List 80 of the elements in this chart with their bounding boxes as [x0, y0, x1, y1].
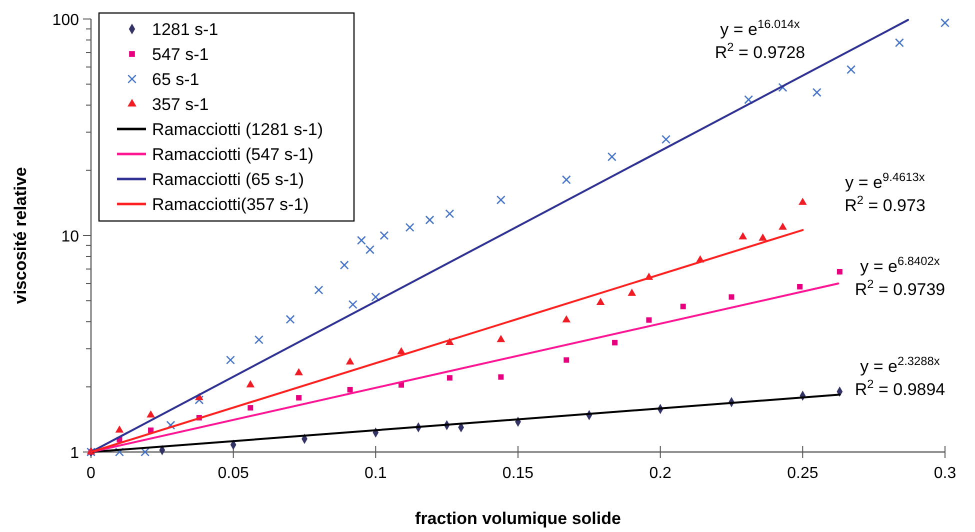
legend-label: Ramacciotti (547 s-1) — [152, 145, 314, 164]
point — [446, 375, 452, 381]
point — [346, 357, 354, 365]
y-tick-label: 10 — [61, 228, 80, 246]
point — [646, 317, 652, 323]
annotation: R$^{2}$ = 0.973 — [844, 193, 926, 215]
point — [564, 357, 570, 363]
point — [348, 300, 358, 309]
x-tick-label: 0.2 — [649, 465, 672, 482]
point — [166, 420, 176, 430]
point — [778, 82, 788, 92]
annotation: R$^{2}$ = 0.9739 — [854, 277, 946, 299]
point — [812, 88, 822, 97]
point — [146, 410, 155, 418]
point — [115, 425, 124, 433]
x-axis-title: fraction volumique solide — [415, 509, 621, 528]
annotation: y = e$^{9.4613x}$ — [845, 170, 925, 192]
point — [758, 234, 767, 241]
point — [797, 284, 803, 290]
point — [738, 232, 748, 240]
x-tick-label: 0.3 — [934, 465, 956, 482]
legend-label: 547 s-1 — [152, 45, 209, 64]
y-axis-title: viscosité relative — [11, 166, 30, 304]
annotation: R$^{2}$ = 0.9728 — [714, 40, 806, 62]
point — [445, 209, 454, 218]
point — [314, 286, 324, 294]
point — [347, 386, 353, 392]
point — [778, 222, 787, 230]
point — [607, 152, 616, 162]
point — [194, 395, 204, 404]
annotation: y = e$^{16.014x}$ — [720, 17, 800, 39]
point — [846, 65, 856, 74]
point — [140, 448, 150, 456]
point — [496, 195, 506, 204]
point — [562, 175, 571, 184]
point — [612, 340, 618, 346]
point — [226, 356, 235, 364]
point — [114, 448, 124, 456]
legend-label: 357 s-1 — [152, 95, 209, 114]
point — [371, 292, 380, 302]
point — [246, 380, 255, 388]
point — [254, 335, 264, 344]
legend-label: 65 s-1 — [152, 70, 200, 89]
x-tick-label: 0.1 — [364, 465, 387, 482]
annotation: y = e$^{6.8402x}$ — [860, 254, 940, 276]
point — [662, 134, 671, 144]
point — [365, 245, 374, 254]
point — [894, 38, 904, 48]
point — [405, 222, 414, 232]
point — [728, 294, 734, 300]
y-tick-label: 100 — [52, 12, 80, 29]
point — [798, 198, 807, 205]
point — [680, 304, 686, 310]
point — [628, 288, 636, 296]
x-tick-label: 0.05 — [218, 465, 250, 482]
legend-label: Ramacciotti (1281 s-1) — [152, 120, 324, 139]
point — [296, 395, 302, 401]
legend-label: Ramacciotti(357 s-1) — [152, 195, 309, 214]
annotation: R$^{2}$ = 0.9894 — [854, 377, 946, 399]
point — [380, 231, 389, 240]
x-tick-label: 0 — [86, 465, 96, 482]
y-tick-label: 1 — [70, 445, 80, 462]
point — [836, 269, 842, 274]
x-tick-label: 0.15 — [502, 465, 534, 482]
point — [562, 315, 571, 322]
annotation: y = e$^{2.3288x}$ — [860, 354, 940, 376]
point — [596, 298, 605, 305]
legend-label: Ramacciotti (65 s-1) — [152, 170, 304, 189]
point — [496, 334, 506, 342]
point — [498, 374, 504, 380]
point — [940, 18, 950, 28]
point — [356, 236, 366, 245]
point — [294, 368, 303, 376]
point — [744, 95, 754, 104]
point — [248, 405, 254, 411]
point — [340, 260, 349, 270]
point — [286, 314, 295, 324]
x-tick-label: 0.25 — [787, 465, 818, 482]
point — [425, 215, 434, 224]
legend-label: 1281 s-1 — [152, 20, 218, 39]
